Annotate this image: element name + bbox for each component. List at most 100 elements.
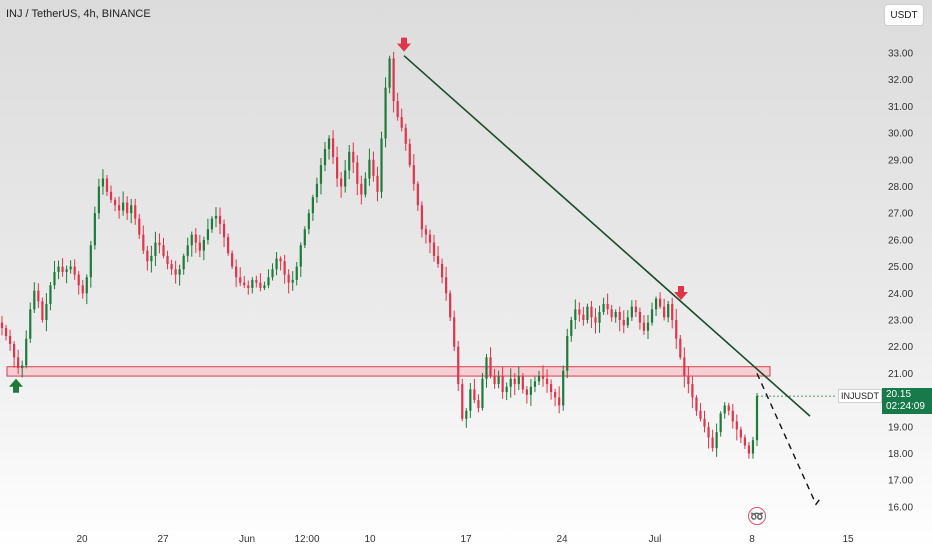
y-tick-label: 22.00 xyxy=(888,342,913,353)
candle-body xyxy=(271,269,274,278)
candle-body xyxy=(497,376,500,385)
candle-body xyxy=(142,234,145,251)
candle-body xyxy=(679,338,682,358)
candle-body xyxy=(388,58,391,88)
y-tick-label: 28.00 xyxy=(888,182,913,193)
candle-body xyxy=(49,285,52,304)
candle-body xyxy=(174,269,177,275)
y-tick-label: 25.00 xyxy=(888,262,913,273)
candle-body xyxy=(432,242,436,256)
candle-body xyxy=(360,183,363,195)
candle-body xyxy=(687,376,690,385)
candle-body xyxy=(29,309,32,339)
candle-body xyxy=(598,311,601,323)
support-zone-layer xyxy=(6,366,771,377)
candle-body xyxy=(57,266,60,272)
candle-body xyxy=(101,178,105,187)
candle-body xyxy=(323,149,327,166)
candle-body xyxy=(194,234,197,243)
candle-body xyxy=(461,384,464,419)
candle-body xyxy=(340,178,343,187)
candle-body xyxy=(590,306,593,318)
candle-body xyxy=(541,376,545,379)
candle-body xyxy=(723,405,726,414)
sell-arrow-icon xyxy=(397,37,411,52)
candle-body xyxy=(618,311,621,320)
candle-body xyxy=(485,357,488,379)
candle-body xyxy=(610,309,613,318)
candle-body xyxy=(162,245,165,256)
candle-body xyxy=(166,255,169,264)
candle-body xyxy=(606,303,609,310)
candle-body xyxy=(126,202,129,214)
candle-body xyxy=(235,266,238,278)
candle-body xyxy=(445,277,448,294)
candle-body xyxy=(440,263,444,278)
candle-body xyxy=(73,266,76,275)
candle-body xyxy=(747,445,751,454)
candle-body xyxy=(279,258,282,262)
candle-body xyxy=(13,344,16,358)
candle-body xyxy=(239,277,242,283)
y-tick-label: 29.00 xyxy=(888,155,913,166)
candle-body xyxy=(81,285,84,294)
candle-body xyxy=(206,229,210,240)
candle-body xyxy=(53,271,56,286)
candle-body xyxy=(424,229,428,235)
candle-body xyxy=(622,320,625,326)
y-tick-label: 30.00 xyxy=(888,129,913,140)
candle-body xyxy=(69,266,72,270)
candle-body xyxy=(327,138,331,150)
x-axis[interactable]: 20 27 Jun 12:00 10 17 24 Jul 8 15 xyxy=(76,534,854,545)
candle-body xyxy=(477,400,480,409)
candle-body xyxy=(715,432,718,449)
candle-body xyxy=(0,322,4,329)
candle-body xyxy=(122,202,125,211)
candle-body xyxy=(21,365,24,369)
candle-body xyxy=(570,320,573,337)
candle-body xyxy=(331,138,335,158)
candle-body xyxy=(731,410,734,422)
y-axis[interactable]: 16.0017.0018.0019.0020.0021.0022.0023.00… xyxy=(888,49,913,514)
candle-body xyxy=(481,378,484,409)
candle-body xyxy=(170,263,173,270)
candle-body xyxy=(198,242,201,251)
candle-body xyxy=(614,311,617,318)
candle-body xyxy=(41,301,44,320)
candle-body xyxy=(158,242,161,246)
candle-body xyxy=(683,357,686,377)
candle-body xyxy=(428,234,432,243)
x-tick-label: 8 xyxy=(749,534,755,545)
candle-body xyxy=(291,279,294,283)
candle-body xyxy=(315,183,319,198)
candle-body xyxy=(93,213,96,246)
candle-body xyxy=(554,392,557,398)
currency-button[interactable]: USDT xyxy=(884,4,924,26)
candle-body xyxy=(449,293,452,318)
candle-body xyxy=(348,151,351,171)
candle-body xyxy=(319,165,323,184)
candle-body xyxy=(356,162,359,184)
y-tick-label: 23.00 xyxy=(888,316,913,327)
candle-body xyxy=(699,410,702,419)
support-zone xyxy=(6,366,771,377)
candle-body xyxy=(594,317,597,323)
drawings-layer xyxy=(9,37,836,506)
candle-body xyxy=(202,239,205,251)
candle-body xyxy=(659,298,662,307)
candle-body xyxy=(525,389,528,395)
candle-body xyxy=(89,245,92,278)
candle-body xyxy=(396,101,399,118)
candle-body xyxy=(85,277,88,294)
candle-body xyxy=(436,255,440,264)
candle-body xyxy=(695,397,698,411)
flash-icon[interactable]: ➿ xyxy=(748,507,766,525)
candle-body xyxy=(667,303,670,318)
candle-body xyxy=(501,376,504,393)
last-price: 20.15 xyxy=(886,389,912,400)
candle-body xyxy=(735,421,738,430)
candle-body xyxy=(420,205,423,230)
candle-body xyxy=(210,218,214,230)
